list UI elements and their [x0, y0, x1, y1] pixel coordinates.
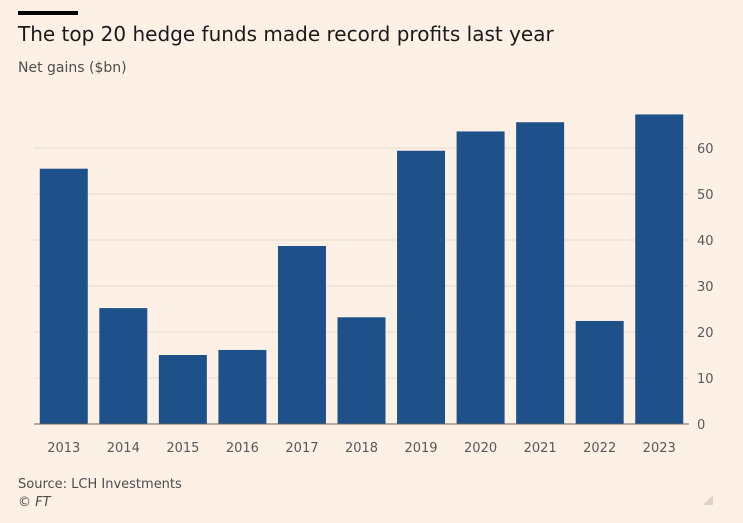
copyright-note: © FT	[18, 495, 51, 510]
x-tick-label: 2016	[226, 441, 259, 456]
bar-2015	[158, 355, 207, 424]
x-tick-label: 2013	[47, 441, 80, 456]
y-tick-label: 30	[697, 280, 714, 295]
bar-2013	[39, 168, 88, 424]
y-tick-label: 10	[697, 372, 714, 387]
chart-title: The top 20 hedge funds made record profi…	[18, 22, 554, 46]
bar-2018	[337, 317, 386, 424]
y-tick-label: 20	[697, 326, 714, 341]
x-tick-label: 2020	[464, 441, 497, 456]
x-tick-label: 2015	[166, 441, 199, 456]
bar-2020	[456, 131, 505, 424]
bar-2022	[575, 320, 624, 424]
bars	[39, 114, 684, 425]
bar-2017	[277, 245, 326, 424]
source-note: Source: LCH Investments	[18, 477, 182, 492]
x-tick-label: 2023	[643, 441, 676, 456]
x-tick-label: 2022	[583, 441, 616, 456]
x-tick-label: 2021	[524, 441, 557, 456]
y-tick-label: 0	[697, 418, 705, 433]
x-tick-label: 2019	[404, 441, 437, 456]
x-tick-label: 2014	[107, 441, 140, 456]
y-tick-label: 40	[697, 234, 714, 249]
x-tick-label: 2018	[345, 441, 378, 456]
top-rule	[18, 11, 78, 15]
bar-2019	[397, 150, 446, 424]
x-axis-ticks: 2013 2014 2015 2016 2017 2018 2019 2020 2021 2022…	[34, 423, 689, 456]
resize-corner-icon	[703, 495, 713, 505]
y-tick-label: 60	[697, 142, 714, 157]
bar-2016	[218, 349, 267, 424]
bar-2021	[516, 122, 565, 425]
chart-subtitle: Net gains ($bn)	[18, 60, 127, 76]
x-tick-label: 2017	[285, 441, 318, 456]
y-tick-label: 50	[697, 188, 714, 203]
bar-2014	[99, 308, 148, 424]
y-axis-ticks: 0 10 20 30 40 50 60	[697, 142, 714, 433]
bar-2023	[635, 114, 684, 425]
